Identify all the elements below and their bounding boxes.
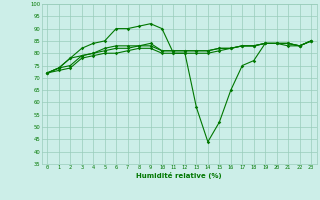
X-axis label: Humidité relative (%): Humidité relative (%): [136, 172, 222, 179]
